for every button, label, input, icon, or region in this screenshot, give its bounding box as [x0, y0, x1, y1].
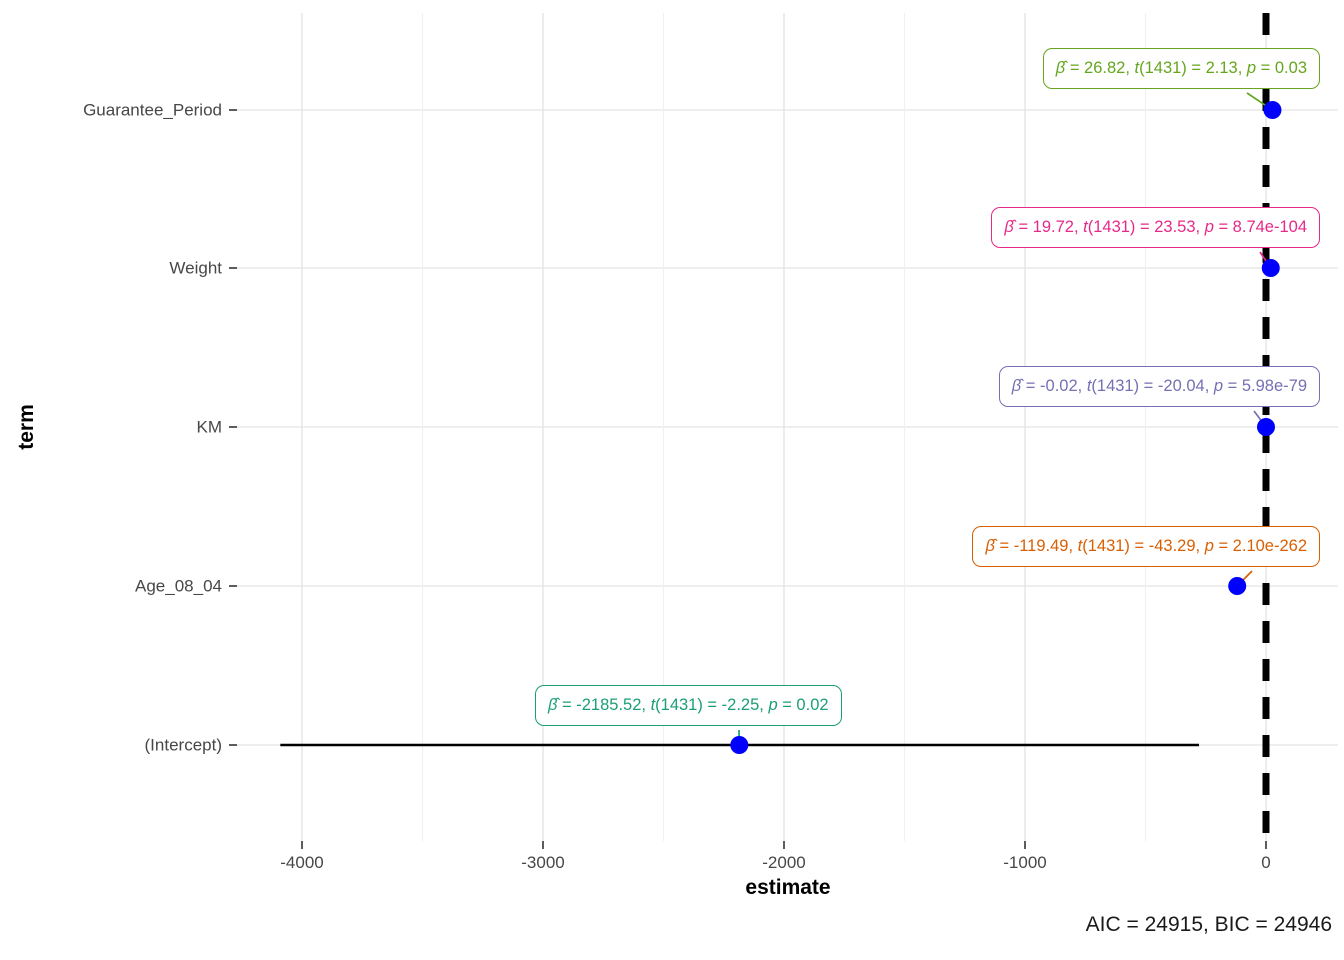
coef-point-age-08-04	[1228, 577, 1247, 595]
stat-label-guarantee-period: β̂ = 26.82, t(1431) = 2.13, p = 0.03	[1042, 48, 1320, 90]
stat-text-part: (1431) = -20.04,	[1091, 377, 1214, 395]
stat-text-part: t	[1083, 218, 1088, 236]
stat-text-part: β̂	[985, 537, 995, 555]
y-tick-intercept: (Intercept)	[144, 735, 222, 755]
coef-point-weight	[1261, 259, 1280, 277]
y-axis-title: term	[15, 404, 38, 450]
stat-text-part: (1431) = -2.25,	[655, 696, 769, 714]
coef-point-km	[1256, 418, 1275, 436]
stat-text-part: = 19.72,	[1013, 218, 1084, 236]
stat-label-intercept: β̂ = -2185.52, t(1431) = -2.25, p = 0.02	[535, 685, 842, 727]
y-tick-age-08-04: Age_08_04	[135, 576, 222, 596]
stat-text-part: β̂	[1055, 59, 1066, 77]
stat-text-part: β̂	[1004, 218, 1014, 236]
stat-text-part: = 8.74e-104	[1213, 218, 1307, 236]
x-tick-minus-1000: -1000	[1003, 853, 1047, 872]
stat-text-part: = 0.02	[777, 696, 829, 714]
stat-text-part: β̂	[1011, 377, 1022, 395]
stat-text-part: (1431) = 23.53,	[1087, 218, 1205, 236]
stat-text-part: t	[1134, 59, 1140, 77]
stat-label-km: β̂ = -0.02, t(1431) = -20.04, p = 5.98e-…	[998, 366, 1320, 408]
stat-text-part: p	[1213, 377, 1224, 395]
stat-text-part: p	[1204, 218, 1214, 236]
stat-text-part: = 26.82,	[1065, 59, 1135, 77]
stat-text-part: β̂	[548, 696, 558, 714]
stat-text-part: t	[1077, 537, 1083, 555]
stat-text-part: t	[650, 696, 656, 714]
x-tick-minus-3000: -3000	[521, 853, 565, 872]
stat-text-part: p	[768, 696, 778, 714]
model-fit-caption: AIC = 24915, BIC = 24946	[1085, 913, 1332, 936]
x-tick-minus-4000: -4000	[280, 853, 324, 872]
stat-text-part: (1431) = 2.13,	[1139, 59, 1247, 77]
stat-text-part: = -119.49,	[994, 537, 1078, 555]
stat-label-weight: β̂ = 19.72, t(1431) = 23.53, p = 8.74e-1…	[991, 207, 1320, 249]
stat-text-part: = -2185.52,	[557, 696, 651, 714]
stat-text-part: p	[1246, 59, 1257, 77]
x-tick-minus-2000: -2000	[762, 853, 806, 872]
stat-text-part: (1431) = -43.29,	[1082, 537, 1205, 555]
stat-text-part: = 5.98e-79	[1223, 377, 1307, 395]
y-tick-weight: Weight	[169, 258, 222, 278]
stat-label-age-08-04: β̂ = -119.49, t(1431) = -43.29, p = 2.10…	[972, 526, 1320, 568]
x-tick-zero: 0	[1261, 853, 1271, 872]
stat-text-part: p	[1204, 537, 1214, 555]
y-tick-guarantee-period: Guarantee_Period	[83, 100, 222, 120]
stat-text-part: t	[1086, 377, 1092, 395]
coef-point-guarantee-period	[1263, 101, 1282, 119]
stat-text-part: = 2.10e-262	[1213, 537, 1307, 555]
stat-text-part: = -0.02,	[1021, 377, 1087, 395]
stat-text-part: = 0.03	[1256, 59, 1307, 77]
x-axis-title: estimate	[745, 876, 831, 899]
y-tick-km: KM	[196, 417, 223, 437]
coef-point-intercept	[730, 736, 749, 754]
